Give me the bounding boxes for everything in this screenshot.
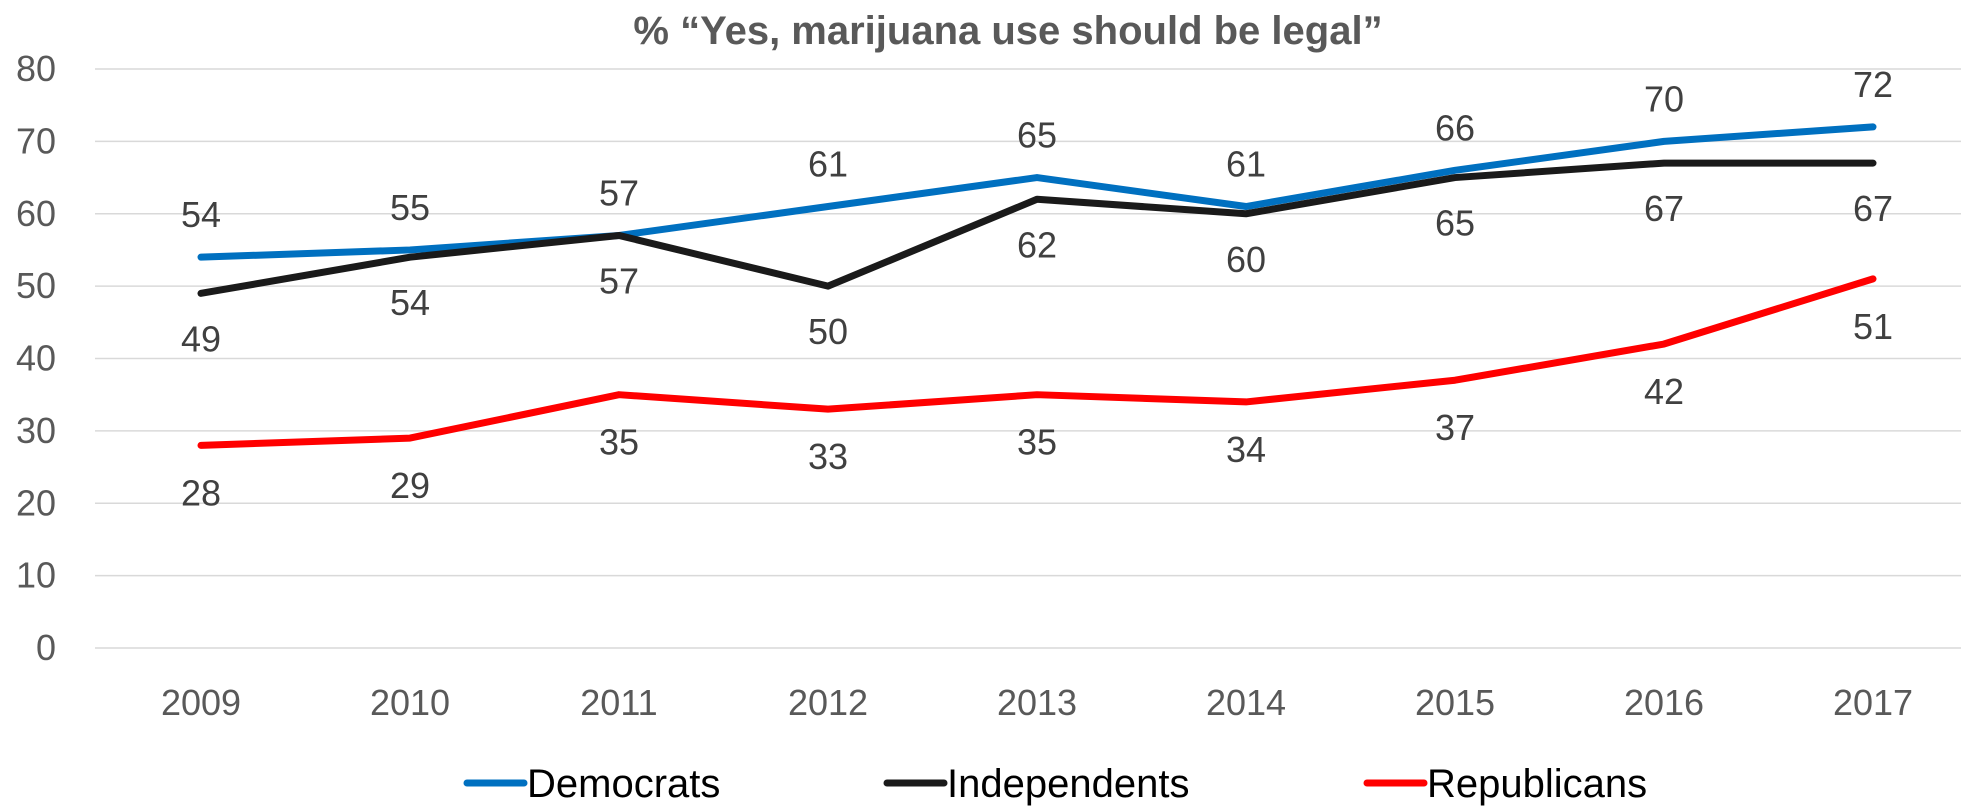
chart-title: % “Yes, marijuana use should be legal” — [633, 9, 1382, 53]
gridlines — [95, 68, 1961, 649]
x-tick-label: 2013 — [997, 682, 1077, 723]
data-labels: 54 55 57 61 65 61 66 70 72 49 54 57 50 62 60 65 67 67 28 29… — [181, 64, 1893, 513]
data-label-republicans: 37 — [1435, 407, 1475, 448]
x-tick-label: 2014 — [1206, 682, 1286, 723]
data-label-republicans: 34 — [1226, 429, 1266, 470]
y-tick-label: 50 — [16, 265, 56, 306]
x-tick-label: 2015 — [1415, 682, 1495, 723]
data-label-independents: 67 — [1644, 188, 1684, 229]
legend-label-republicans: Republicans — [1427, 762, 1647, 806]
x-tick-label: 2010 — [370, 682, 450, 723]
y-tick-label: 20 — [16, 482, 56, 523]
x-axis-ticks: 2009 2010 2011 2012 2013 2014 2015 2016 2017 — [161, 682, 1913, 723]
y-tick-label: 0 — [36, 627, 56, 668]
x-tick-label: 2009 — [161, 682, 241, 723]
data-label-democrats: 66 — [1435, 107, 1475, 148]
data-label-republicans: 35 — [1017, 422, 1057, 463]
x-tick-label: 2012 — [788, 682, 868, 723]
data-label-republicans: 42 — [1644, 371, 1684, 412]
data-label-independents: 57 — [599, 260, 639, 301]
legend: Democrats Independents Republicans — [463, 762, 1647, 806]
data-label-independents: 50 — [808, 311, 848, 352]
data-label-republicans: 35 — [599, 422, 639, 463]
series-line-independents — [197, 159, 1877, 297]
data-label-democrats: 57 — [599, 172, 639, 213]
y-tick-label: 60 — [16, 193, 56, 234]
series-line-democrats — [197, 123, 1877, 261]
data-label-republicans: 29 — [390, 465, 430, 506]
data-label-independents: 49 — [181, 318, 221, 359]
y-tick-label: 70 — [16, 120, 56, 161]
data-label-democrats: 54 — [181, 194, 221, 235]
x-tick-label: 2011 — [580, 682, 657, 723]
data-label-republicans: 28 — [181, 472, 221, 513]
data-label-republicans: 33 — [808, 436, 848, 477]
y-axis-ticks: 0 10 20 30 40 50 60 70 80 — [16, 48, 56, 668]
y-tick-label: 30 — [16, 410, 56, 451]
data-label-democrats: 61 — [1226, 144, 1266, 185]
legend-label-democrats: Democrats — [527, 762, 720, 806]
data-label-independents: 67 — [1853, 188, 1893, 229]
data-label-democrats: 65 — [1017, 115, 1057, 156]
x-tick-label: 2016 — [1624, 682, 1704, 723]
data-label-independents: 60 — [1226, 239, 1266, 280]
y-tick-label: 80 — [16, 48, 56, 89]
data-label-independents: 62 — [1017, 224, 1057, 265]
data-label-independents: 54 — [390, 282, 430, 323]
y-tick-label: 40 — [16, 338, 56, 379]
series-lines — [197, 123, 1877, 449]
data-label-independents: 65 — [1435, 203, 1475, 244]
data-label-republicans: 51 — [1853, 306, 1893, 347]
data-label-democrats: 61 — [808, 144, 848, 185]
data-label-democrats: 72 — [1853, 64, 1893, 105]
y-tick-label: 10 — [16, 555, 56, 596]
data-label-democrats: 55 — [390, 187, 430, 228]
legend-label-independents: Independents — [947, 762, 1189, 806]
x-tick-label: 2017 — [1833, 682, 1913, 723]
series-line-republicans — [197, 275, 1877, 449]
data-label-democrats: 70 — [1644, 78, 1684, 119]
